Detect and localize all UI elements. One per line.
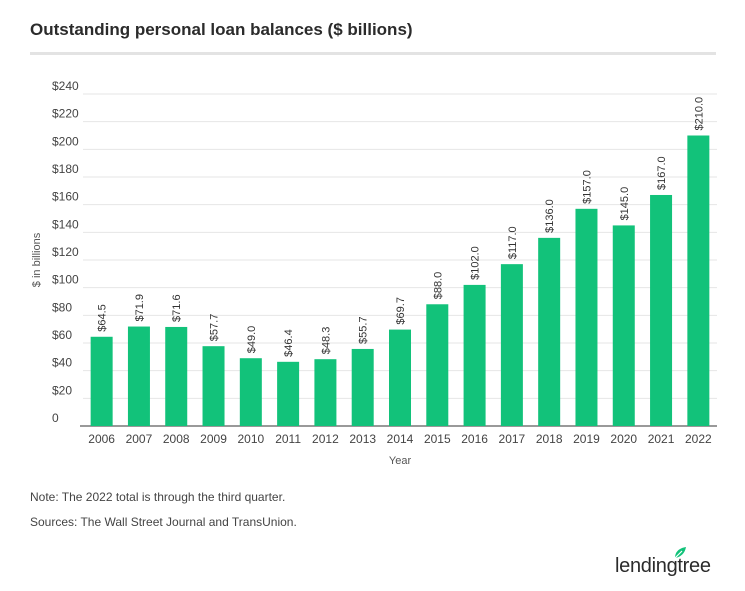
chart-title: Outstanding personal loan balances ($ bi… — [30, 20, 413, 39]
y-tick-label: $240 — [52, 79, 79, 93]
x-tick-label: 2020 — [610, 432, 637, 446]
bar — [463, 284, 486, 426]
y-tick-label: $120 — [52, 245, 79, 259]
data-label: $117.0 — [507, 226, 519, 259]
lendingtree-logo: lendingtree — [615, 555, 711, 577]
y-tick-label: $220 — [52, 107, 79, 121]
y-axis-title: $ in billions — [31, 232, 43, 287]
x-tick-label: 2012 — [312, 432, 339, 446]
x-axis-title: Year — [389, 455, 412, 467]
x-tick-label: 2016 — [461, 432, 488, 446]
y-tick-label: $40 — [52, 356, 72, 370]
bar — [389, 329, 411, 426]
y-tick-label: $200 — [52, 134, 79, 148]
bar — [351, 348, 374, 426]
data-label: $71.6 — [171, 294, 183, 322]
x-tick-label: 2014 — [387, 432, 414, 446]
bar-chart: 0 $20 $40 $60 $80 $100 $120 $140 $160 $180 $200 $22… — [31, 79, 717, 467]
x-tick-label: 2017 — [499, 432, 526, 446]
x-tick-label: 2015 — [424, 432, 451, 446]
y-tick-label: $100 — [52, 273, 79, 287]
x-tick-label: 2009 — [200, 432, 227, 446]
data-label: $64.5 — [97, 304, 109, 332]
y-tick-label: $80 — [52, 300, 72, 314]
bar — [277, 361, 300, 426]
chart-note: Note: The 2022 total is through the thir… — [30, 490, 286, 504]
data-label: $167.0 — [656, 156, 668, 190]
bar — [239, 358, 262, 426]
data-label: $71.9 — [134, 294, 146, 322]
bar — [575, 208, 598, 426]
bar — [314, 359, 337, 426]
data-label: $157.0 — [581, 170, 593, 204]
data-label: $136.0 — [544, 199, 556, 233]
data-label: $210.0 — [693, 97, 705, 131]
leaf-icon — [674, 547, 686, 559]
title-divider — [30, 52, 716, 55]
x-tick-label: 2022 — [685, 432, 712, 446]
data-label: $88.0 — [432, 272, 444, 300]
data-label: $102.0 — [470, 246, 482, 280]
bar — [90, 336, 113, 426]
x-tick-label: 2011 — [275, 432, 301, 446]
chart-sources: Sources: The Wall Street Journal and Tra… — [30, 515, 297, 529]
x-tick-label: 2013 — [349, 432, 376, 446]
x-tick-label: 2018 — [536, 432, 563, 446]
bar — [127, 326, 150, 426]
x-tick-label: 2006 — [88, 432, 115, 446]
y-tick-label: $60 — [52, 328, 72, 342]
x-tick-label: 2010 — [237, 432, 264, 446]
data-label: $57.7 — [209, 314, 221, 342]
x-tick-label: 2019 — [573, 432, 600, 446]
bar — [612, 225, 635, 426]
y-tick-label: $180 — [52, 162, 79, 176]
y-tick-label: $20 — [52, 383, 72, 397]
y-tick-label: $160 — [52, 190, 79, 204]
bar — [538, 237, 561, 426]
x-tick-label: 2008 — [163, 432, 190, 446]
data-label: $145.0 — [619, 187, 631, 221]
bar — [426, 304, 449, 426]
x-tick-label: 2007 — [126, 432, 153, 446]
data-label: $49.0 — [246, 326, 258, 354]
bar — [687, 135, 710, 426]
bar — [165, 326, 188, 426]
data-label: $48.3 — [320, 327, 332, 355]
data-label: $46.4 — [283, 329, 295, 357]
bar — [202, 346, 225, 426]
bar — [650, 194, 673, 426]
data-label: $55.7 — [358, 316, 370, 344]
data-label: $69.7 — [395, 297, 407, 325]
y-tick-label: $140 — [52, 217, 79, 231]
bar — [500, 264, 523, 426]
y-tick-label: 0 — [52, 411, 59, 425]
x-tick-label: 2021 — [648, 432, 675, 446]
